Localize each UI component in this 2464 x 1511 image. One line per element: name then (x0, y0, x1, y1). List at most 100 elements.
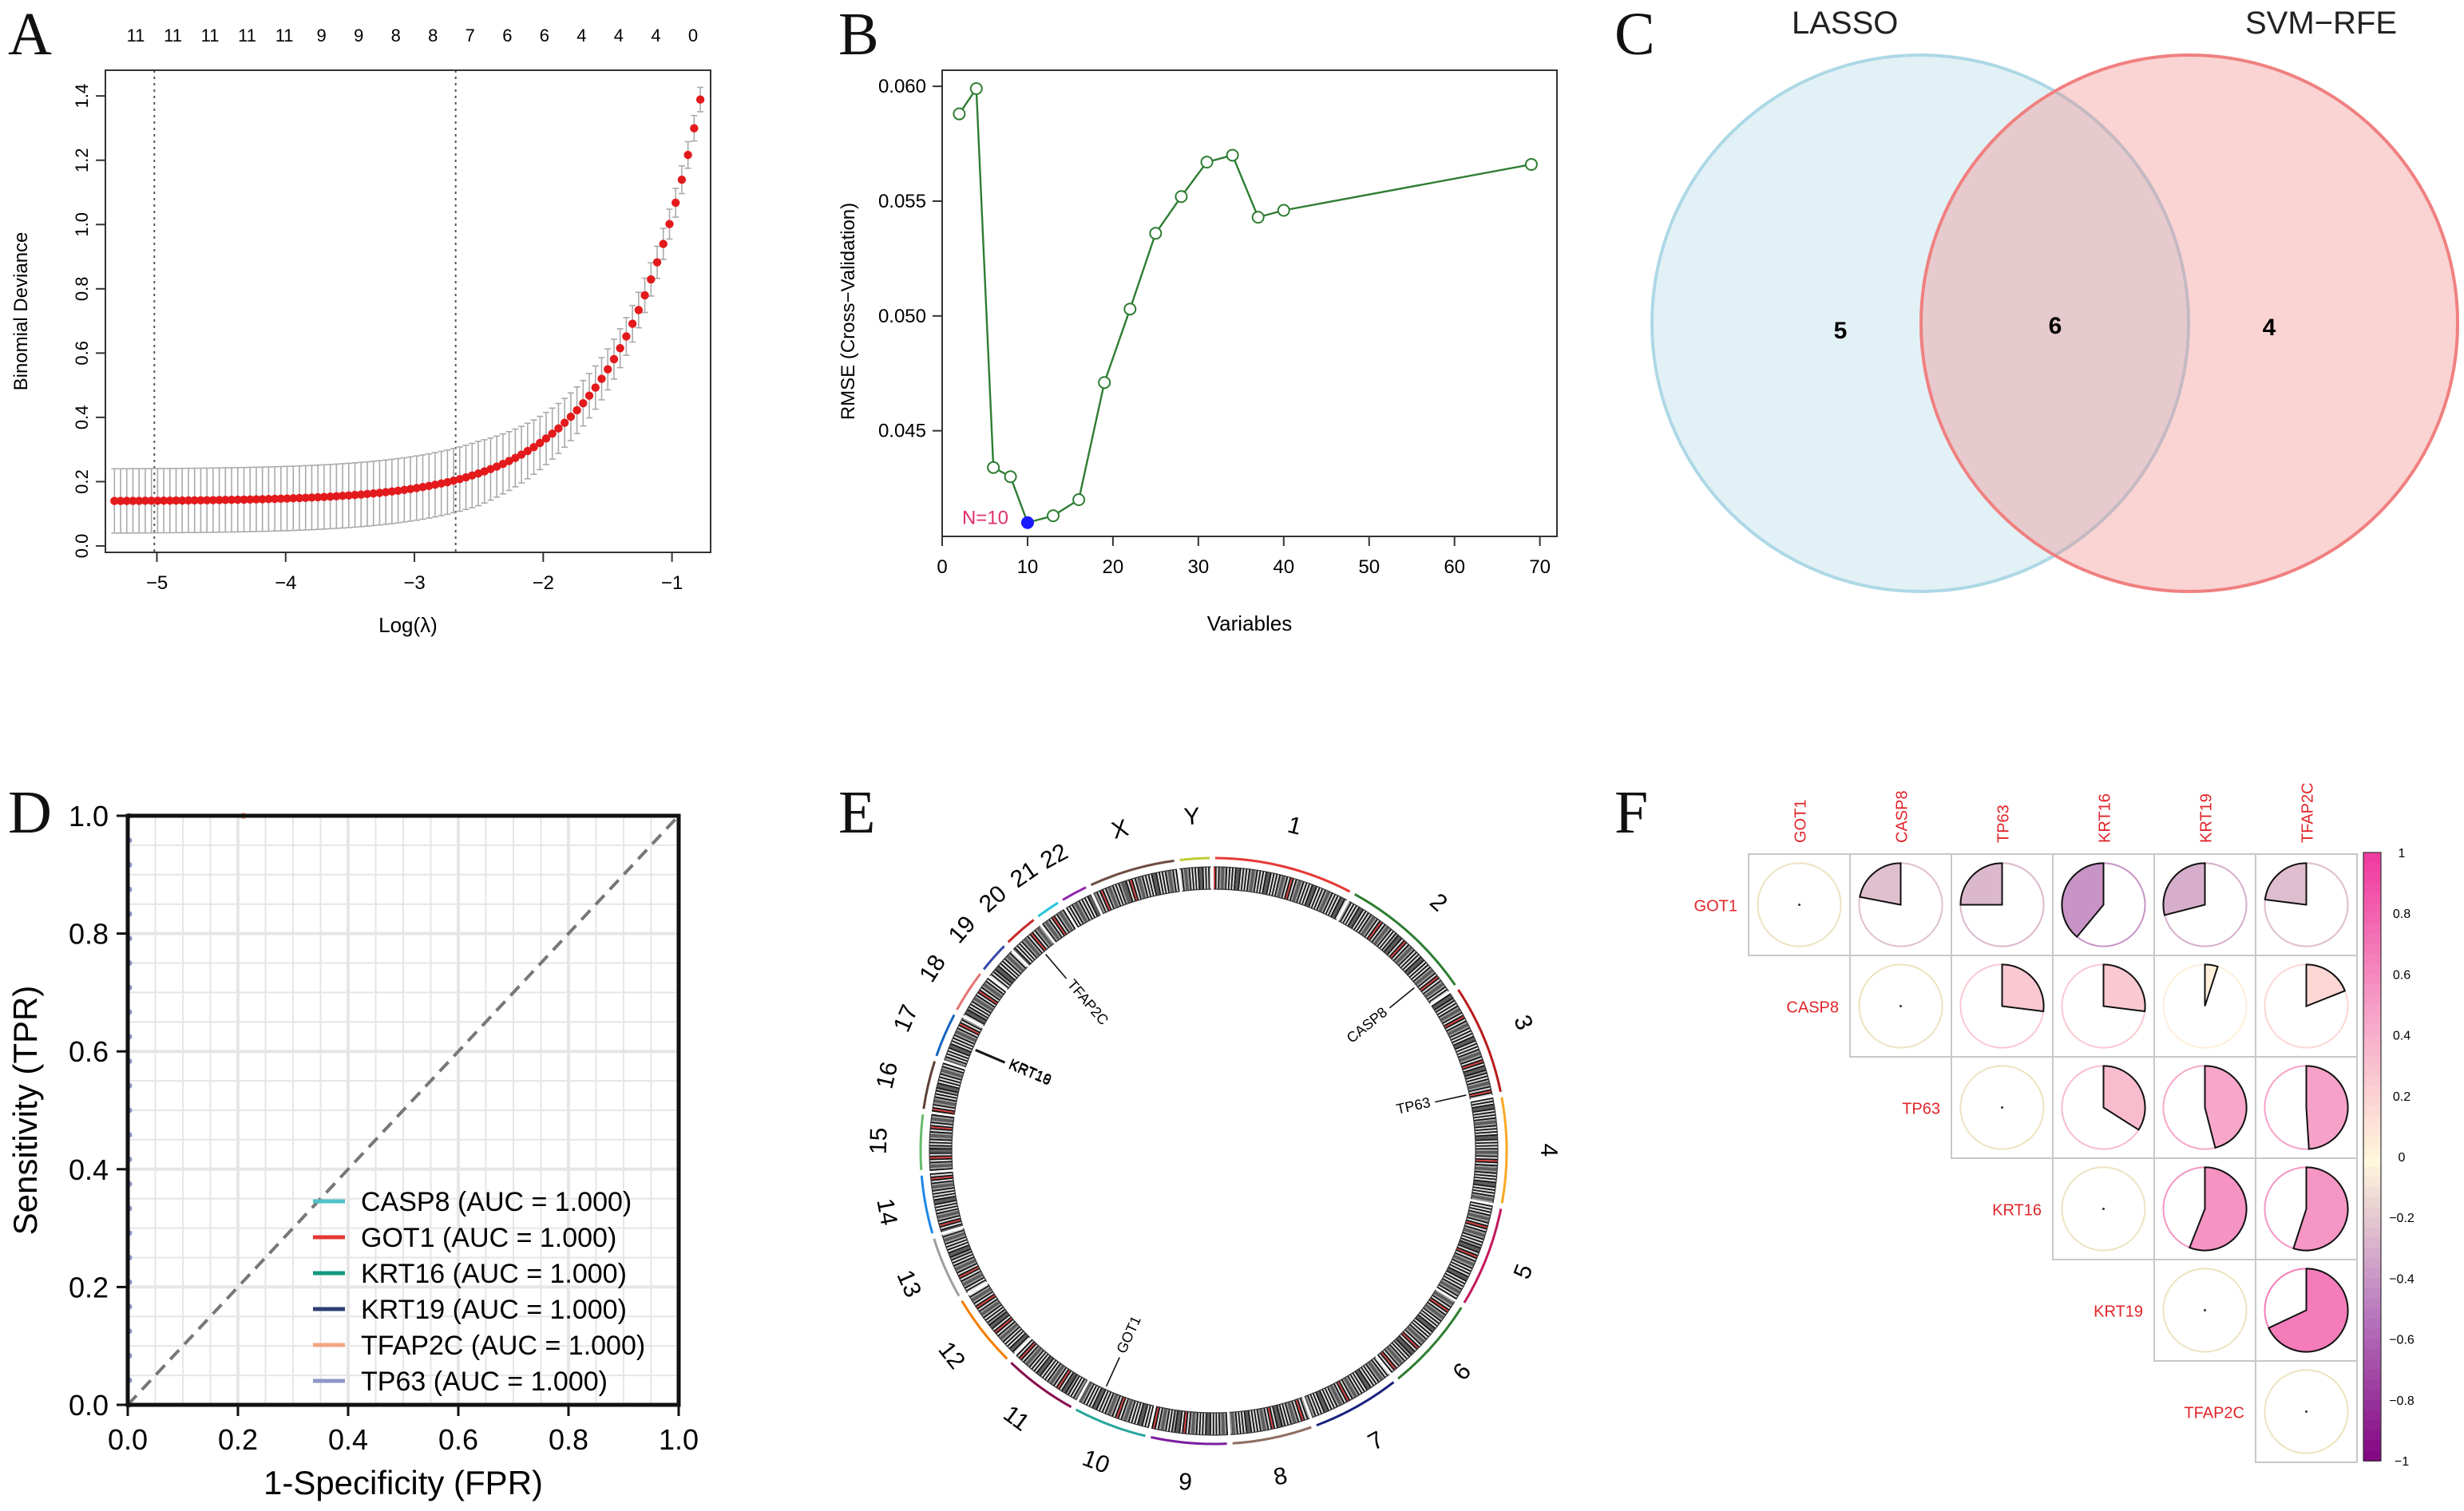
chromosome-band (1230, 867, 1234, 890)
chromosome-band (1202, 867, 1205, 890)
chromosome-band (929, 1152, 953, 1154)
top-axis-label: 4 (576, 26, 586, 45)
chromosome-band (1243, 1410, 1248, 1434)
chromosome-color-arc (1353, 893, 1456, 986)
chromosome-band (929, 1129, 953, 1133)
chromosome-outline (929, 1113, 933, 1172)
chromosome-band (1334, 1382, 1347, 1403)
chromosome-band (1404, 957, 1423, 974)
chromosome-band (1088, 1386, 1100, 1407)
chromosome-band (1259, 1408, 1265, 1431)
colorbar-segment (2363, 1065, 2381, 1077)
chromosome-band (1133, 1402, 1142, 1425)
chromosome-band (950, 1249, 972, 1260)
chromosome-band (1056, 1368, 1070, 1389)
top-axis-label: 9 (354, 26, 363, 45)
chromosome-band (1379, 930, 1395, 949)
colorbar-segment (2363, 1359, 2381, 1371)
chromosome-band (934, 1096, 957, 1102)
chromosome-band (1232, 867, 1236, 890)
chromosome-band (945, 1054, 968, 1064)
chromosome-outline (983, 991, 1007, 1026)
chromosome-label: 17 (889, 1001, 924, 1036)
chromosome-band (937, 1212, 960, 1220)
chromosome-band (969, 1004, 989, 1018)
chromosome-color-arc (919, 1113, 925, 1170)
chromosome-band (1475, 1143, 1498, 1145)
chromosome-band (1354, 911, 1369, 932)
chromosome-band (1032, 932, 1048, 950)
chromosome-band (1412, 965, 1430, 982)
chromosome-band (941, 1065, 965, 1074)
chromosome-band (1472, 1105, 1495, 1110)
chromosome-band (1278, 1404, 1286, 1426)
chromosome-band (1442, 1011, 1463, 1025)
chromosome-outline (989, 951, 1012, 977)
colorbar-segment (2363, 1440, 2381, 1452)
chromosome-band (1254, 1409, 1261, 1432)
chromosome-band (1442, 1276, 1464, 1289)
chromosome-band (1184, 1411, 1189, 1434)
panel-label-e: E (838, 779, 876, 846)
chromosome-band (1072, 1378, 1085, 1399)
deviance-point (258, 495, 267, 504)
chromosome-band (935, 1204, 958, 1212)
chromosome-band (1154, 1406, 1161, 1430)
chromosome-band (1159, 1407, 1165, 1430)
chromosome-band (1374, 927, 1390, 946)
chromosome-band (1442, 1013, 1464, 1026)
chromosome-band (979, 1299, 999, 1314)
chromosome-band (929, 1159, 953, 1162)
deviance-point (505, 457, 513, 465)
gene-tick (1435, 1094, 1467, 1103)
chromosome-band (1454, 1039, 1476, 1050)
chromosome-band (980, 1301, 1000, 1316)
deviance-point (129, 496, 137, 505)
chromosome-band (1329, 1385, 1341, 1406)
chromosome-band (1420, 977, 1440, 993)
chromosome-band (1472, 1106, 1495, 1112)
colorbar-segment (2363, 852, 2381, 864)
chromosome-outline (1016, 1355, 1077, 1401)
chromosome-band (1144, 1405, 1151, 1427)
chromosome-band (1053, 915, 1068, 935)
chromosome-band (1138, 1403, 1146, 1426)
chromosome-band (1275, 875, 1283, 897)
chromosome-band (962, 1272, 983, 1285)
chromosome-band (1149, 873, 1156, 896)
chromosome-band (1151, 873, 1158, 896)
chromosome-outline (953, 1069, 965, 1115)
y-tick-label: 0.050 (878, 306, 926, 327)
chromosome-band (1349, 908, 1363, 928)
chromosome-band (1276, 1405, 1283, 1427)
chromosome-band (1193, 867, 1196, 890)
chromosome-band (1271, 1406, 1279, 1429)
chromosome-band (933, 1195, 957, 1201)
deviance-point (604, 365, 612, 374)
chromosome-band (1358, 914, 1373, 934)
deviance-point (381, 488, 390, 496)
chromosome-band (1468, 1211, 1491, 1218)
chromosome-band (1044, 1361, 1060, 1381)
chromosome-outline (1213, 866, 1348, 901)
chromosome-band (1428, 1299, 1448, 1314)
chromosome-band (1423, 981, 1443, 996)
chromosome-band (1095, 1389, 1107, 1410)
chromosome-band (1424, 1306, 1443, 1321)
chromosome-band (967, 1007, 988, 1020)
chromosome-band (1110, 1394, 1120, 1417)
chromosome-band (1041, 1359, 1057, 1378)
deviance-point (412, 484, 421, 492)
chromosome-band (983, 1303, 1002, 1319)
correlation-pie-matrix: GOT1GOT1CASP8CASP8TP63TP63KRT16KRT16KRT1… (1694, 782, 2414, 1469)
chromosome-band (940, 1071, 963, 1080)
colorbar-segment (2363, 1166, 2381, 1178)
deviance-point (141, 496, 150, 505)
chromosome-band (1382, 1350, 1399, 1368)
chromosome-band (1468, 1212, 1491, 1220)
chromosome-band (1294, 880, 1304, 903)
chromosome-band (1436, 1002, 1457, 1016)
chromosome-band (936, 1206, 958, 1213)
chromosome-band (1180, 1410, 1185, 1434)
